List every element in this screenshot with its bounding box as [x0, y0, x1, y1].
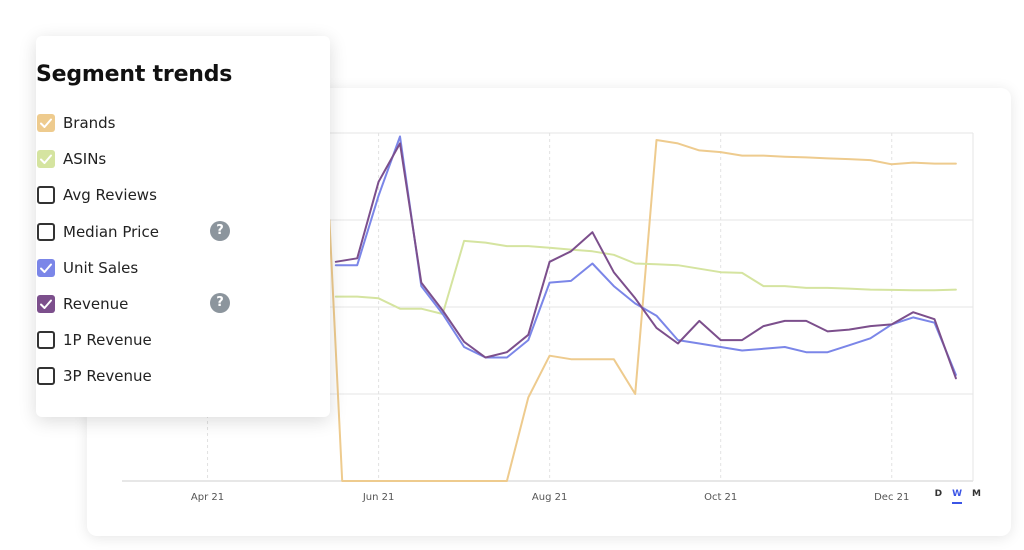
- check-icon: [40, 263, 52, 273]
- checkbox-asins[interactable]: [37, 150, 55, 169]
- legend-item-unit-sales[interactable]: Unit Sales: [37, 253, 159, 289]
- check-icon: [40, 154, 52, 165]
- legend-label-asins: ASINs: [63, 150, 107, 169]
- legend-list: Brands ASINs Avg Reviews Median Price ? …: [37, 108, 230, 398]
- legend-label-median-price: Median Price: [63, 222, 159, 241]
- legend-panel: [36, 36, 330, 417]
- legend-title: Segment trends: [36, 62, 233, 87]
- period-button-m[interactable]: M: [972, 489, 981, 499]
- legend-item-asins[interactable]: ASINs: [37, 144, 159, 180]
- checkbox-1p-revenue[interactable]: [37, 331, 55, 350]
- x-tick-label: Aug 21: [532, 492, 567, 503]
- checkbox-3p-revenue[interactable]: [37, 367, 55, 386]
- x-axis-ticks: Apr 21 Jun 21 Aug 21 Oct 21 Dec 21: [191, 492, 909, 503]
- legend-item-1p-revenue[interactable]: 1P Revenue: [37, 325, 159, 361]
- legend-item-brands[interactable]: Brands: [37, 108, 159, 144]
- checkbox-median-price[interactable]: [37, 222, 55, 241]
- legend-item-3p-revenue[interactable]: 3P Revenue: [37, 361, 159, 397]
- check-icon: [40, 118, 52, 128]
- legend-label-1p-revenue: 1P Revenue: [63, 331, 152, 350]
- x-tick-label: Oct 21: [704, 492, 737, 503]
- period-button-d[interactable]: D: [934, 489, 943, 499]
- legend-label-revenue: Revenue: [63, 294, 129, 313]
- series-line-revenue: [334, 142, 957, 380]
- legend-label-3p-revenue: 3P Revenue: [63, 367, 152, 386]
- series-line-brands: [313, 139, 957, 482]
- period-button-w[interactable]: W: [952, 489, 963, 504]
- checkbox-revenue[interactable]: [37, 294, 55, 313]
- x-tick-label: Apr 21: [191, 492, 224, 503]
- checkbox-avg-reviews[interactable]: [37, 186, 55, 205]
- legend-label-brands: Brands: [63, 114, 116, 132]
- legend-label-avg-reviews: Avg Reviews: [63, 186, 157, 205]
- checkbox-unit-sales[interactable]: [37, 258, 55, 277]
- help-icon[interactable]: ?: [210, 292, 230, 313]
- legend-label-unit-sales: Unit Sales: [63, 258, 139, 277]
- legend-item-revenue[interactable]: Revenue ?: [37, 289, 230, 325]
- chart-series: [313, 135, 957, 482]
- period-toggle: D W M: [935, 489, 981, 504]
- x-tick-label: Dec 21: [874, 492, 909, 503]
- legend-item-avg-reviews[interactable]: Avg Reviews: [37, 180, 159, 216]
- legend-item-median-price[interactable]: Median Price ?: [37, 217, 230, 253]
- checkbox-brands[interactable]: [37, 114, 55, 132]
- help-icon[interactable]: ?: [210, 220, 230, 241]
- series-line-unit-sales: [334, 135, 957, 376]
- series-line-asins: [334, 239, 957, 315]
- x-tick-label: Jun 21: [362, 492, 395, 503]
- check-icon: [40, 299, 52, 309]
